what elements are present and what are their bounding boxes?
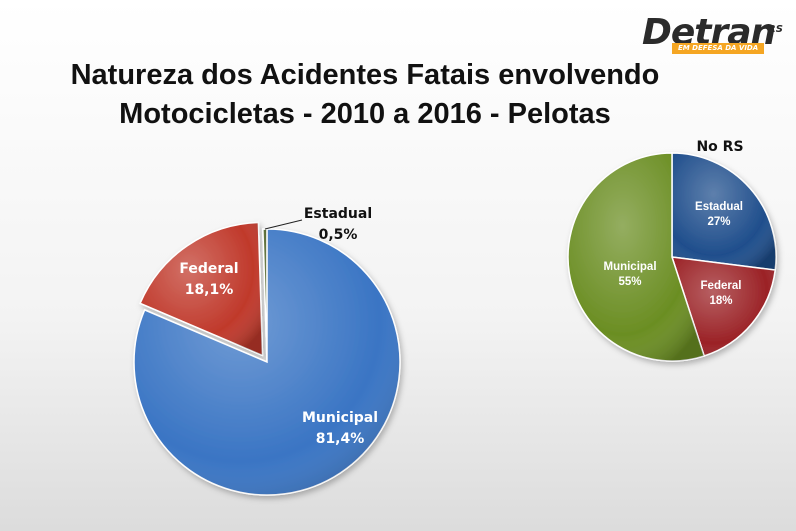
pelotas-slice-estadual-shading [262, 229, 268, 362]
chart-title-line-2: Motocicletas - 2010 a 2016 - Pelotas [119, 98, 611, 130]
rs-pie [567, 152, 777, 362]
rs-slice-estadual-shading [672, 153, 776, 271]
pelotas-slice-federal-label: Federal 18,1% [179, 261, 238, 298]
rs-slice-estadual-value: 27% [707, 216, 730, 228]
chart-title: Natureza dos Acidentes Fatais envolvendo… [20, 56, 710, 134]
rs-slice-municipal-name: Municipal [603, 261, 656, 273]
pelotas-slice-municipal-value: 81,4% [316, 431, 365, 447]
rs-slice-estadual-name: Estadual [695, 201, 743, 213]
rs-slice-federal-label: Federal 18% [701, 280, 742, 307]
rs-slice-municipal-shading [568, 153, 705, 361]
pelotas-slice-municipal-label: Municipal 81,4% [302, 410, 378, 447]
chart-title-line-1: Natureza dos Acidentes Fatais envolvendo [70, 59, 660, 91]
pelotas-slice-estadual-leader-line [264, 219, 303, 230]
logo-tagline: EM DEFESA DA VIDA [672, 43, 765, 54]
rs-slice-federal-shading [672, 257, 776, 356]
pelotas-slice-federal-value: 18,1% [185, 282, 234, 298]
pelotas-pie-labels: Estadual 0,5% Municipal 81,4% Federal 18,1% [179, 206, 378, 447]
pelotas-slice-municipal-shading [134, 229, 401, 496]
pelotas-slice-estadual-label: Estadual 0,5% [304, 206, 372, 243]
rs-slice-federal-name: Federal [701, 280, 742, 292]
rs-slice-municipal-label: Municipal 55% [603, 261, 656, 288]
rs-slice-federal-value: 18% [709, 295, 732, 307]
logo-suffix: RS [768, 24, 783, 35]
pelotas-slice-federal-name: Federal [179, 261, 238, 277]
pelotas-slice-estadual-value: 0,5% [319, 227, 358, 243]
pelotas-slice-federal-shading [140, 222, 263, 356]
rs-pie-labels: Estadual 27% Federal 18% Municipal 55% [603, 201, 742, 307]
pelotas-pie [133, 221, 401, 496]
pelotas-slice-municipal-name: Municipal [302, 410, 378, 426]
detran-logo: Detran RS EM DEFESA DA VIDA [636, 10, 786, 58]
pelotas-slice-estadual-name: Estadual [304, 206, 372, 222]
rs-slice-estadual-label: Estadual 27% [695, 201, 743, 228]
rs-pie-title: No RS [696, 139, 743, 155]
rs-slice-municipal-value: 55% [618, 276, 641, 288]
